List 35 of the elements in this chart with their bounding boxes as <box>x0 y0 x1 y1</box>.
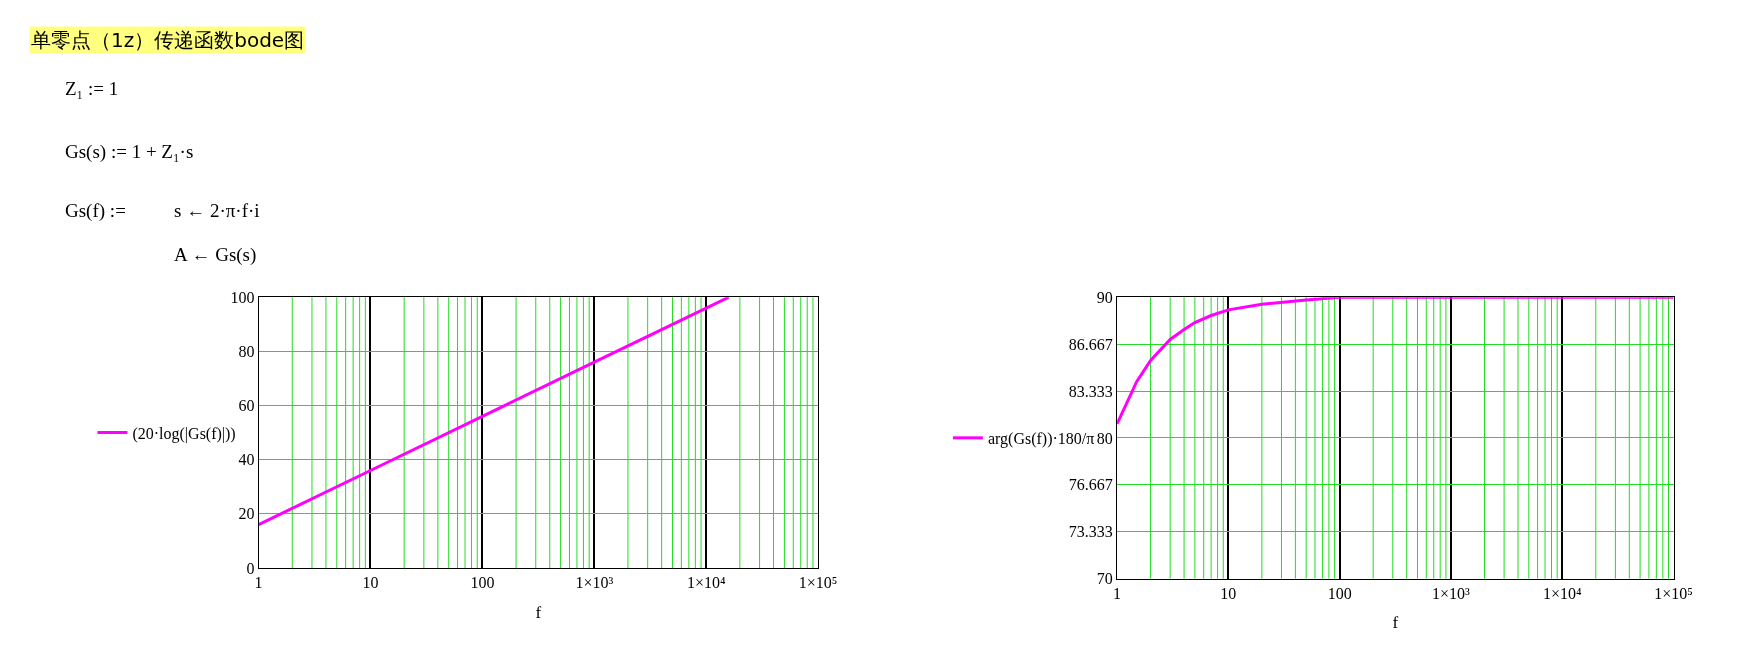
text: Gs(s) := 1 + Z₁·s <box>65 141 194 163</box>
text: A ← Gs(s) <box>174 244 257 266</box>
x-tick-label: 1×10⁵ <box>1654 584 1693 602</box>
text: Gs(f) := <box>65 200 126 222</box>
y-tick-label: 80 <box>1096 429 1113 447</box>
y-tick-label: 0 <box>246 559 255 577</box>
y-tick-label: 73.333 <box>1068 523 1113 541</box>
y-tick-label: 40 <box>238 451 255 469</box>
legend-label: arg(Gs(f))·180/π <box>987 430 1095 449</box>
y-tick-label: 90 <box>1096 288 1113 306</box>
x-tick-label: 1×10⁴ <box>1542 584 1583 602</box>
y-tick-label: 80 <box>238 342 255 360</box>
x-tick-label: 100 <box>1327 584 1352 602</box>
y-tick-label: 86.667 <box>1068 335 1113 353</box>
y-tick-label: 20 <box>238 505 255 523</box>
x-tick-label: 1×10⁴ <box>686 574 726 592</box>
y-tick-label: 83.333 <box>1068 382 1113 400</box>
x-tick-label: 1×10³ <box>575 574 614 592</box>
legend-label: (20·log(|Gs(f)|)) <box>132 424 236 443</box>
y-tick-label: 76.667 <box>1068 476 1113 494</box>
text: s ← 2·π·f·i <box>174 200 260 221</box>
x-tick-label: 10 <box>362 574 379 592</box>
x-tick-label: 1 <box>1113 584 1122 602</box>
chart-title: 单零点（1z）传递函数bode图 <box>31 28 305 52</box>
y-tick-label: 70 <box>1096 570 1113 588</box>
x-tick-label: 100 <box>470 574 495 592</box>
x-tick-label: 10 <box>1220 584 1237 602</box>
x-tick-label: 1×10³ <box>1432 584 1471 602</box>
x-axis-title: f <box>535 602 542 622</box>
x-tick-label: 1×10⁵ <box>798 574 838 592</box>
y-tick-label: 60 <box>238 397 255 415</box>
x-tick-label: 1 <box>254 574 263 592</box>
y-tick-label: 100 <box>230 288 255 306</box>
x-axis-title: f <box>1392 613 1399 633</box>
text: Z₁ := 1 <box>65 78 119 99</box>
